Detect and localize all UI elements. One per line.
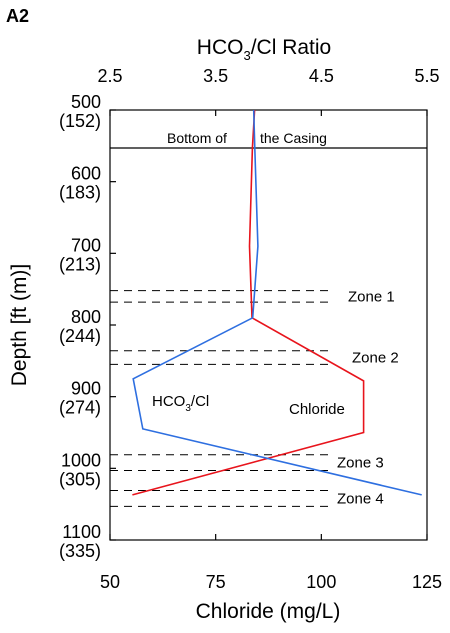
top-axis-title: HCO3/Cl Ratio [197,36,331,63]
y-tick-label-m: (305) [59,469,101,489]
y-tick-label-ft: 1000 [61,450,101,470]
zone-label: Zone 2 [352,350,399,367]
zones: Zone 1 Zone 2 Zone 3 Zone 4 [110,288,399,507]
top-tick-label: 2.5 [97,66,122,86]
y-tick-label-m: (213) [59,254,101,274]
zone-label: Zone 4 [337,490,384,507]
top-axis-ticks: 2.5 3.5 4.5 5.5 [97,66,440,116]
hco3-cl-series-label: HCO3/Cl [152,393,209,414]
plot-frame [109,109,428,541]
casing-label-right: the Casing [260,130,327,146]
y-tick-label-ft: 900 [71,379,101,399]
hco3-cl-series-line [132,109,422,496]
casing-label-left: Bottom of [167,130,227,146]
y-tick-label-ft: 700 [71,235,101,255]
y-tick-label-ft: 500 [71,92,101,112]
bottom-axis-ticks: 50 75 100 125 [100,534,442,592]
top-tick-label: 5.5 [414,66,439,86]
y-tick-label-ft: 800 [71,307,101,327]
y-tick-label-m: (183) [59,183,101,203]
y-axis-title: Depth [ft (m)] [8,264,31,387]
y-tick-label-m: (274) [59,398,101,418]
hco3-cl-series-label-subscript: 3 [185,403,191,414]
y-tick-label-ft: 1100 [62,522,101,542]
y-tick-label-m: (152) [59,111,101,131]
y-tick-label-m: (244) [59,326,101,346]
y-tick-label-m: (335) [59,541,101,561]
top-tick-label: 3.5 [203,66,228,86]
zone-label: Zone 1 [348,288,395,305]
bottom-tick-label: 125 [412,572,442,592]
y-axis-ticks: 500(152) 600(183) 700(213) 800(244) 900(274)… [59,92,116,561]
chloride-series-label: Chloride [289,401,345,418]
bottom-tick-label: 75 [206,572,226,592]
zone-label: Zone 3 [337,455,384,472]
y-tick-label-ft: 600 [71,164,101,184]
panel-label: A2 [6,6,29,26]
top-axis-title-subscript: 3 [243,48,250,63]
bottom-axis-title: Chloride (mg/L) [196,600,341,623]
bottom-tick-label: 100 [306,572,336,592]
top-tick-label: 4.5 [309,66,334,86]
bottom-tick-label: 50 [100,572,120,592]
